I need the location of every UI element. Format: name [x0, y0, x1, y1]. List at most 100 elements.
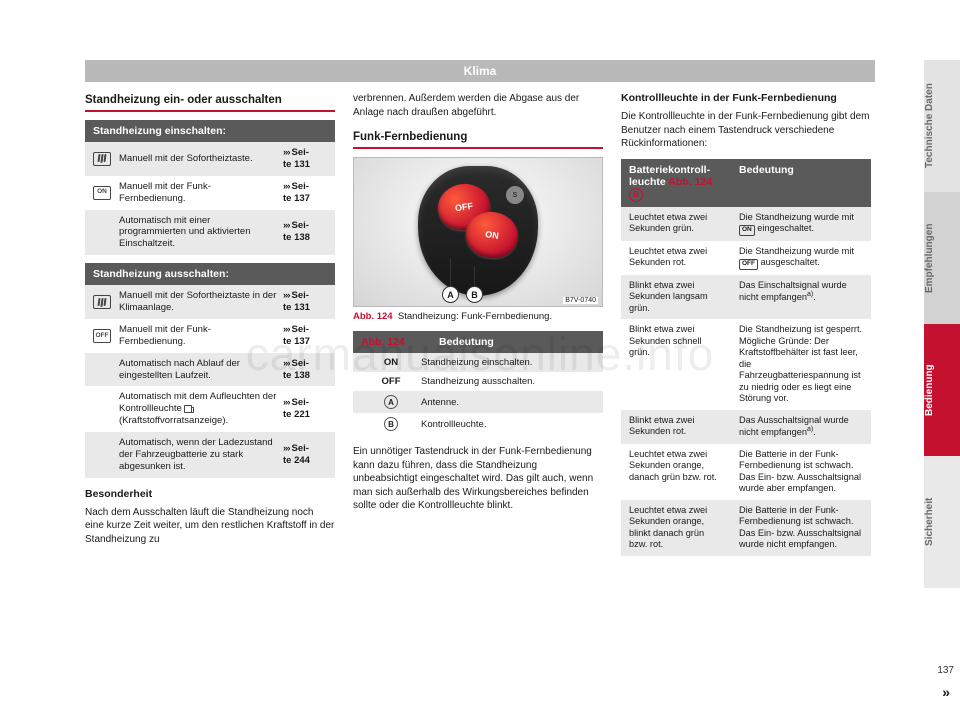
table-row: A Antenne.: [353, 391, 603, 413]
section-heading: Funk-Fernbedienung: [353, 131, 603, 149]
figure-code: B7V-0740: [563, 297, 598, 304]
row-page-ref: Sei-te 138: [283, 358, 329, 382]
abb-table-head: Abb. 124 Bedeutung: [353, 331, 603, 353]
row-value: Standheizung ausschalten.: [421, 376, 595, 387]
callout-circle: B: [384, 417, 398, 431]
callout-a: A: [442, 286, 459, 303]
side-tab[interactable]: Empfehlungen: [924, 192, 960, 324]
row-state: Leuchtet etwa zwei Sekunden grün.: [621, 207, 731, 241]
callout-line: [450, 258, 451, 287]
page-number: 137: [937, 665, 954, 676]
row-page-ref: Sei-te 138: [283, 220, 329, 244]
side-tab[interactable]: Sicherheit: [924, 456, 960, 588]
paragraph: verbrennen. Außerdem werden die Abgase a…: [353, 92, 603, 119]
figure-caption: Abb. 124 Standheizung: Funk-Fernbedienun…: [353, 311, 603, 323]
abb-table-rows: ONStandheizung einschalten.OFFStandheizu…: [353, 353, 603, 435]
table-row: Leuchtet etwa zwei Sekunden orange, blin…: [621, 500, 871, 556]
side-tab[interactable]: Technische Daten: [924, 60, 960, 192]
table-head-on: Standheizung einschalten:: [85, 120, 335, 142]
column-2: verbrennen. Außerdem werden die Abgase a…: [353, 92, 603, 556]
table-row: Leuchtet etwa zwei Sekunden orange, dana…: [621, 444, 871, 500]
row-desc: Manuell mit der Sofortheiztaste.: [119, 153, 277, 165]
row-desc: Automatisch mit einer programmierten und…: [119, 215, 277, 251]
page-content: Klima Standheizung ein- oder ausschalten…: [85, 60, 875, 680]
remote-figure: OFF ON S A B B7V-0740: [353, 157, 603, 307]
section-heading: Standheizung ein- oder ausschalten: [85, 94, 335, 112]
paragraph: Die Kontrollleuchte in der Funk-Fernbedi…: [621, 110, 871, 151]
table-row: ONManuell mit der Funk-Fernbedienung.Sei…: [85, 176, 335, 210]
off-icon: OFF: [93, 329, 111, 343]
table-row: OFFManuell mit der Funk-Fernbedienung.Se…: [85, 319, 335, 353]
table-row: B Kontrollleuchte.: [353, 413, 603, 435]
th-meaning: Bedeutung: [431, 331, 603, 353]
figure-caption-text: Standheizung: Funk-Fernbedienung.: [398, 311, 552, 322]
page-header: Klima: [85, 60, 875, 82]
row-desc: Manuell mit der Funk-Fernbedienung.: [119, 324, 277, 348]
row-state: Blinkt etwa zwei Sekunden langsam grün.: [621, 275, 731, 320]
column-3: Kontrollleuchte in der Funk-Fernbedienun…: [621, 92, 871, 556]
fuel-icon: [184, 405, 192, 413]
side-tabs: Technische Daten Empfehlungen Bedienung …: [924, 60, 960, 588]
battery-table-rows: Leuchtet etwa zwei Sekunden grün.Die Sta…: [621, 207, 871, 556]
row-meaning: Die Standheizung wurde mit OFF ausgescha…: [731, 241, 871, 275]
row-state: Leuchtet etwa zwei Sekunden rot.: [621, 241, 731, 275]
row-desc: Manuell mit der Funk-Fernbedienung.: [119, 181, 277, 205]
row-key: ON: [361, 357, 421, 368]
table-on-rows: Manuell mit der Sofortheiztaste. Sei-te 1…: [85, 142, 335, 255]
row-key: B: [361, 417, 421, 431]
table-row: Manuell mit der Sofortheiztaste. Sei-te 1…: [85, 142, 335, 176]
on-icon: ON: [739, 225, 755, 236]
sub-heading: Besonderheit: [85, 488, 335, 500]
continue-indicator: »: [942, 684, 950, 700]
row-desc: Automatisch nach Ablauf der eingestellte…: [119, 358, 277, 382]
column-1: Standheizung ein- oder ausschalten Stand…: [85, 92, 335, 556]
table-row: ONStandheizung einschalten.: [353, 353, 603, 372]
row-meaning: Die Batterie in der Funk-Fernbedienung i…: [731, 500, 871, 556]
table-row: Automatisch nach Ablauf der eingestellte…: [85, 353, 335, 387]
row-value: Standheizung einschalten.: [421, 357, 595, 368]
table-row: Automatisch, wenn der Ladezustand der Fa…: [85, 432, 335, 478]
row-page-ref: Sei-te 221: [283, 397, 329, 421]
table-row: Leuchtet etwa zwei Sekunden rot.Die Stan…: [621, 241, 871, 275]
row-page-ref: Sei-te 244: [283, 443, 329, 467]
row-state: Blinkt etwa zwei Sekunden rot.: [621, 410, 731, 444]
side-tab-active[interactable]: Bedienung: [924, 324, 960, 456]
row-state: Blinkt etwa zwei Sekunden schnell grün.: [621, 319, 731, 410]
table-head-off: Standheizung ausschalten:: [85, 263, 335, 285]
callout-circle: A: [384, 395, 398, 409]
callout-b: B: [466, 286, 483, 303]
row-desc: Automatisch mit dem Aufleuchten der Kont…: [119, 391, 277, 427]
table-row: Blinkt etwa zwei Sekunden langsam grün.D…: [621, 275, 871, 320]
figure-ref: Abb. 124: [353, 311, 393, 322]
battery-table-head: Batteriekontroll- leuchte Abb. 124 B Bed…: [621, 159, 871, 207]
table-row: Automatisch mit einer programmierten und…: [85, 210, 335, 256]
table-row: Manuell mit der Sofortheiztaste in der K…: [85, 285, 335, 319]
row-meaning: Die Standheizung wurde mit ON eingeschal…: [731, 207, 871, 241]
row-value: Kontrollleuchte.: [421, 419, 595, 430]
columns: Standheizung ein- oder ausschalten Stand…: [85, 92, 875, 556]
paragraph: Nach dem Ausschalten läuft die Standheiz…: [85, 506, 335, 547]
table-row: Automatisch mit dem Aufleuchten der Kont…: [85, 386, 335, 432]
row-meaning: Die Standheizung ist gesperrt. Mögliche …: [731, 319, 871, 410]
paragraph: Ein unnötiger Tastendruck in der Funk-Fe…: [353, 445, 603, 513]
th-battery: Batteriekontroll- leuchte Abb. 124 B: [621, 159, 731, 207]
table-row: OFFStandheizung ausschalten.: [353, 372, 603, 391]
th-ref: Abb. 124: [353, 331, 431, 353]
row-meaning: Die Batterie in der Funk-Fernbedienung i…: [731, 444, 871, 500]
row-page-ref: Sei-te 137: [283, 181, 329, 205]
row-key: OFF: [361, 376, 421, 387]
row-state: Leuchtet etwa zwei Sekunden orange, dana…: [621, 444, 731, 500]
row-value: Antenne.: [421, 397, 595, 408]
row-key: A: [361, 395, 421, 409]
off-icon: OFF: [739, 259, 758, 270]
sub-heading: Kontrollleuchte in der Funk-Fernbedienun…: [621, 92, 871, 104]
table-row: Blinkt etwa zwei Sekunden schnell grün.D…: [621, 319, 871, 410]
seat-logo-icon: S: [506, 186, 524, 204]
table-off-rows: Manuell mit der Sofortheiztaste in der K…: [85, 285, 335, 478]
heat-icon: [93, 295, 111, 309]
heat-icon: [93, 152, 111, 166]
row-page-ref: Sei-te 131: [283, 147, 329, 171]
row-desc: Manuell mit der Sofortheiztaste in der K…: [119, 290, 277, 314]
row-meaning: Das Einschaltsignal wurde nicht empfange…: [731, 275, 871, 320]
remote-body: OFF ON S: [418, 166, 538, 296]
